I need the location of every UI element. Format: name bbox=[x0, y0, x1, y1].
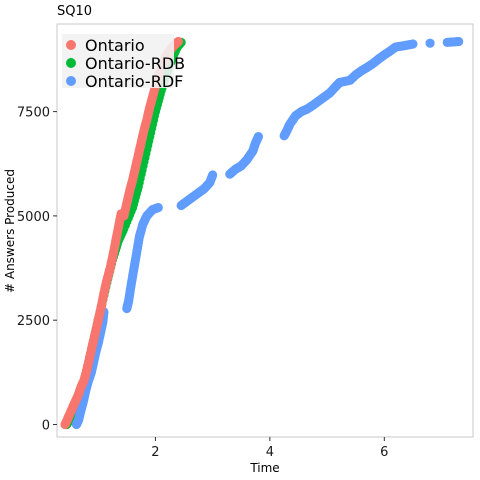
y-tick-label: 5000 bbox=[17, 210, 50, 225]
y-tick-label: 2500 bbox=[17, 314, 50, 329]
point-ontario-rdf bbox=[153, 202, 163, 213]
x-axis: 2 4 6 bbox=[151, 437, 388, 460]
point-ontario-rdf bbox=[425, 38, 435, 48]
point-ontario-rdf bbox=[454, 36, 464, 47]
legend-background bbox=[62, 34, 174, 88]
x-tick-label: 2 bbox=[151, 445, 159, 460]
point-ontario-rdf bbox=[208, 170, 218, 180]
x-tick-label: 6 bbox=[380, 445, 388, 460]
point-ontario-rdf bbox=[253, 132, 264, 142]
legend-key-ontario bbox=[66, 40, 76, 50]
legend-key-ontario-rdb bbox=[66, 58, 76, 68]
y-axis-label: # Answers Produced bbox=[3, 169, 17, 293]
chart-title: SQ10 bbox=[57, 4, 92, 19]
y-tick-label: 7500 bbox=[17, 106, 50, 121]
point-ontario-rdf bbox=[408, 39, 418, 49]
y-tick-label: 0 bbox=[42, 418, 50, 433]
y-axis: 0 2500 5000 7500 bbox=[17, 106, 57, 433]
x-axis-label: Time bbox=[249, 461, 279, 475]
legend-key-ontario-rdf bbox=[66, 76, 76, 86]
legend-label: Ontario-RDF bbox=[85, 72, 183, 91]
point-ontario bbox=[173, 36, 183, 47]
legend-label: Ontario-RDB bbox=[85, 54, 185, 73]
x-tick-label: 4 bbox=[266, 445, 274, 460]
legend-label: Ontario bbox=[85, 36, 145, 55]
